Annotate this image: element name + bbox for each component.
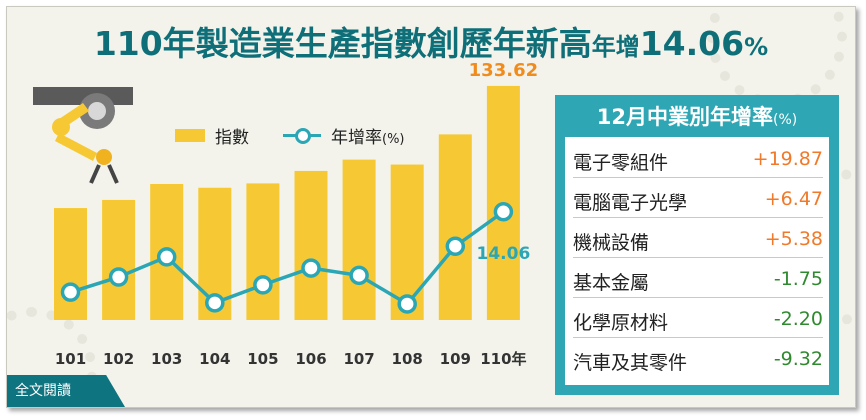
industry-growth-value: -9.32 [773,348,823,370]
legend-line-icon [283,127,321,144]
line-point-104 [205,293,225,313]
x-tick-label: 104 [199,350,230,368]
read-full-text-button[interactable]: 全文閱讀 [7,375,125,407]
robot-arm-icon [33,87,133,184]
line-point-108 [397,294,417,314]
panel-row: 汽車及其零件 -9.32 [573,341,823,377]
bar-109 [438,134,472,320]
line-point-102 [108,267,129,287]
industry-growth-value: +5.38 [764,228,823,250]
bar-105 [246,183,280,320]
x-tick-label: 101 [55,350,86,368]
legend-bar-swatch [175,128,205,142]
chart-legend: 指數 年增率(%) [175,123,405,148]
data-labels: 133.62 14.06 [469,60,538,264]
legend-bar-label: 指數 [215,127,249,148]
x-tick-label: 108 [392,350,423,368]
title-suffix-label: 年增 [591,33,640,61]
panel-row: 機械設備 +5.38 [573,221,823,258]
industry-growth-value: +6.47 [764,188,823,210]
bar-101 [54,208,87,320]
x-tick-label: 103 [151,350,182,368]
panel-row: 化學原材料 -2.20 [573,301,823,338]
industry-name: 化學原材料 [573,312,669,334]
line-value-label: 14.06 [477,244,531,264]
line-point-103 [156,247,177,267]
line-point-107 [349,265,369,286]
bar-108 [390,164,424,320]
x-tick-label: 106 [295,350,326,368]
chart-area: 101 102 103 104 105 106 107 108 109 110年 133.62 14… [33,60,538,368]
panel-row: 電子零組件 +19.87 [573,141,823,178]
infographic-frame: 110年製造業生產指數創歷年新高年增14.06% 101 102 103 104 105… [6,6,856,408]
industry-name: 機械設備 [573,232,650,254]
page-title: 110年製造業生產指數創歷年新高年增14.06% [7,17,855,65]
industry-growth-value: -1.75 [773,268,823,290]
bar-102 [102,199,136,320]
bar-106 [294,170,328,320]
x-tick-label: 109 [440,350,471,368]
industry-growth-value: -2.20 [773,308,823,330]
industry-name: 基本金屬 [573,272,650,294]
bar-value-label: 133.62 [469,60,538,81]
industry-name: 電子零組件 [573,152,669,174]
panel-row: 基本金屬 -1.75 [573,261,823,298]
panel-title-unit: (%) [773,112,798,128]
industry-name: 電腦電子光學 [573,192,688,214]
x-tick-label: 102 [103,350,134,368]
panel-table: 電子零組件 +19.87 電腦電子光學 +6.47 機械設備 +5.38 基本金屬 -1.75… [565,137,829,385]
industry-growth-value: +19.87 [752,148,823,170]
panel-title-text: 12月中業別年增率 [596,105,773,129]
bar-107 [342,159,376,320]
x-tick-label: 105 [247,350,278,368]
panel-row: 電腦電子光學 +6.47 [573,181,823,218]
legend-line-label: 年增率 [331,127,382,148]
line-point-101 [60,282,81,302]
background-gear [7,307,97,407]
x-tick-label: 107 [343,350,374,368]
line-point-110年 [493,202,514,222]
legend-line-unit: (%) [382,131,405,147]
title-suffix-value: 14.06 [639,24,745,63]
line-point-106 [301,258,321,278]
line-point-105 [253,275,273,295]
title-main: 110年製造業生產指數創歷年新高 [93,24,592,63]
industry-name: 汽車及其零件 [573,352,688,374]
panel-title: 12月中業別年增率(%) [555,101,839,131]
x-tick-label: 110年 [480,350,526,368]
line-series [60,202,514,314]
title-suffix-unit: % [744,33,769,61]
line-point-109 [445,236,466,257]
industry-growth-panel: 12月中業別年增率(%) 電子零組件 +19.87 電腦電子光學 +6.47 機械設備 +… [555,95,839,395]
growth-rate-line [69,210,505,307]
x-axis-labels: 101 102 103 104 105 106 107 108 109 110年 [55,350,527,368]
